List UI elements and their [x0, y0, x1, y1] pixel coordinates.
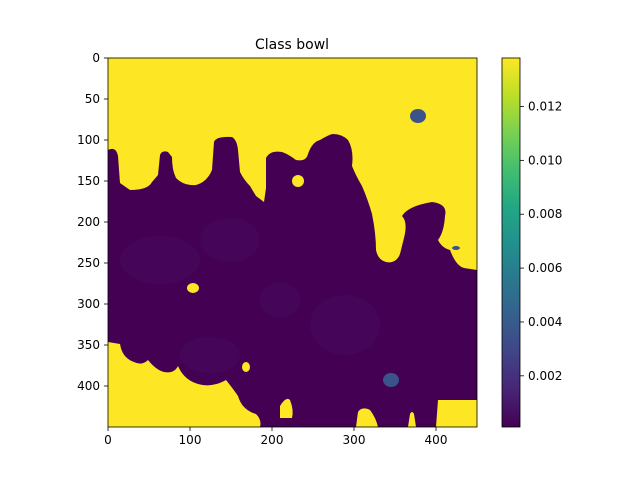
colorbar-ticks: 0.002 0.004 0.006 0.008 0.010 0.012: [520, 99, 562, 383]
x-axis: 0 100 200 300 400: [104, 427, 447, 447]
heatmap-image: [108, 58, 477, 427]
colorbar-frame: [501, 57, 521, 428]
high-region-mid-small-c: [408, 412, 416, 427]
colorbar: 0.002 0.004 0.006 0.008 0.010 0.012: [501, 57, 562, 428]
y-tick-label: 250: [77, 256, 100, 270]
y-tick-label: 350: [77, 338, 100, 352]
colorbar-tick-label: 0.004: [528, 315, 562, 329]
colorbar-gradient: [502, 58, 520, 427]
y-tick-label: 50: [85, 92, 100, 106]
high-region-bottom-right: [436, 400, 477, 427]
colorbar-tick-label: 0.010: [528, 153, 562, 167]
high-region-mid-small-a: [280, 398, 293, 418]
plot-frame: [107, 57, 478, 428]
x-tick-label: 0: [104, 433, 112, 447]
x-tick-label: 400: [425, 433, 448, 447]
x-tick-label: 100: [179, 433, 202, 447]
high-region-mid-small-b: [356, 408, 378, 427]
spot-lower: [383, 373, 399, 387]
low-region-shading: [120, 218, 380, 373]
y-tick-label: 300: [77, 297, 100, 311]
colorbar-tick-label: 0.006: [528, 261, 562, 275]
y-tick-label: 200: [77, 215, 100, 229]
high-spot-b: [292, 175, 304, 187]
high-spot-a: [187, 283, 199, 293]
x-tick-label: 300: [343, 433, 366, 447]
colorbar-tick-label: 0.002: [528, 369, 562, 383]
y-tick-label: 100: [77, 133, 100, 147]
y-tick-label: 400: [77, 379, 100, 393]
high-spot-c: [242, 362, 250, 372]
y-tick-label: 150: [77, 174, 100, 188]
colorbar-tick-label: 0.012: [528, 99, 562, 113]
y-tick-label: 0: [92, 51, 100, 65]
y-axis: 0 50 100 150 200 250 300 350 400: [77, 51, 108, 393]
spot-top-right: [410, 109, 426, 123]
chart-title: Class bowl: [255, 37, 329, 53]
x-tick-label: 200: [261, 433, 284, 447]
colorbar-tick-label: 0.008: [528, 207, 562, 221]
spot-small: [452, 246, 460, 250]
high-region-bottom-left: [108, 342, 261, 427]
